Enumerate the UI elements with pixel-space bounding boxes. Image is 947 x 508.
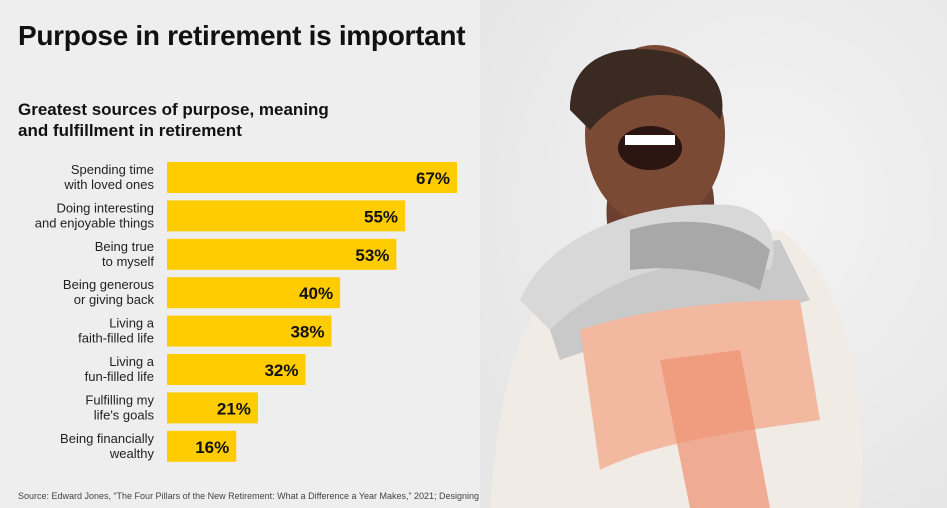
category-label: Being true [95,239,154,254]
bar [167,392,258,424]
chart-subtitle: Greatest sources of purpose, meaning and… [18,100,329,140]
category-label: to myself [102,254,154,269]
page-title: Purpose in retirement is important [18,20,466,51]
bar [167,200,406,232]
bar [167,277,341,309]
bar-value-label: 38% [290,323,324,342]
woman-laughing-photo [480,0,947,508]
category-label: fun-filled life [85,369,154,384]
category-label: with loved ones [63,177,154,192]
bar-value-label: 67% [416,169,450,188]
category-label: wealthy [109,446,155,461]
category-label: Living a [109,316,155,331]
bar-value-label: 55% [364,207,398,226]
bar-value-label: 16% [195,438,229,457]
category-label: Being financially [60,431,154,446]
category-label: Spending time [71,162,154,177]
category-label: faith-filled life [78,331,154,346]
bar-value-label: 21% [217,399,251,418]
bar-value-label: 53% [355,246,389,265]
source-note: Source: Edward Jones, “The Four Pillars … [18,491,516,501]
bar [167,430,237,462]
bar [167,354,306,385]
category-label: Being generous [63,277,155,292]
category-label: or giving back [74,292,155,307]
bar-value-label: 32% [264,361,298,380]
bar-value-label: 40% [299,284,333,303]
bar [167,238,397,270]
category-label: life's goals [94,407,155,422]
category-label: Doing interesting [56,200,154,215]
bar [167,315,332,347]
category-label: and enjoyable things [35,215,155,230]
category-label: Living a [109,354,155,369]
bar [167,162,457,193]
category-label: Fulfilling my [85,392,154,407]
